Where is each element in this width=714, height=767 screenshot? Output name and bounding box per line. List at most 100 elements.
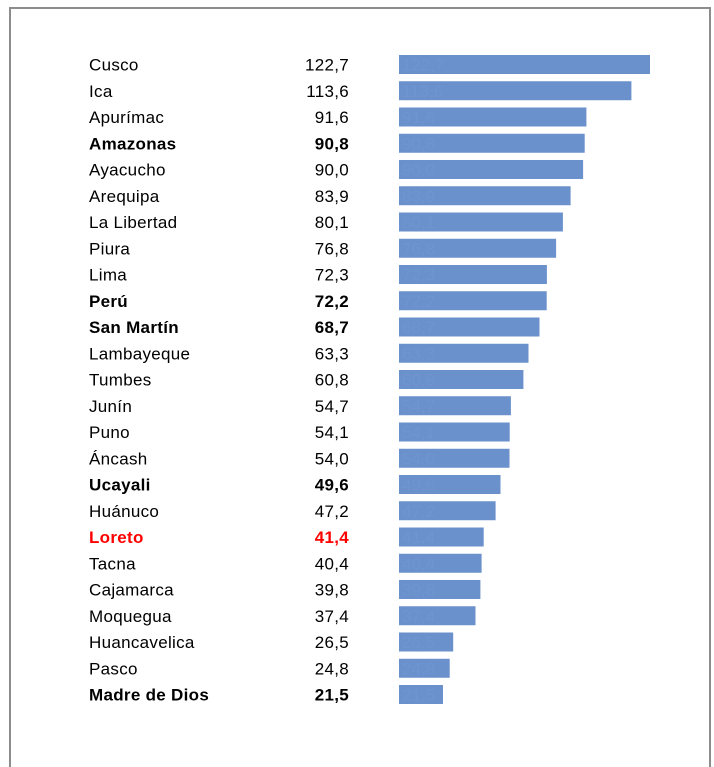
bar-data-label: 54,7: [402, 397, 435, 416]
category-label: Pasco: [89, 659, 138, 678]
value-label: 54,7: [315, 397, 349, 416]
chart-row: Madre de Dios 21,5 21,5: [89, 685, 443, 705]
bar-data-label: 72,3: [402, 266, 435, 285]
value-label: 80,1: [315, 213, 349, 232]
value-label: 54,1: [315, 423, 349, 442]
bar: [399, 370, 524, 389]
bar-data-label: 72,2: [402, 292, 435, 311]
value-label: 37,4: [315, 607, 349, 626]
bar-data-label: 80,1: [402, 213, 435, 232]
category-label: Tumbes: [89, 371, 152, 390]
bar: [399, 606, 476, 626]
bar-data-label: 40,4: [402, 554, 435, 573]
value-label: 83,9: [315, 187, 349, 206]
bar: [399, 553, 482, 573]
bar-data-label: 37,4: [402, 607, 435, 626]
value-label: 26,5: [315, 633, 349, 652]
bar: [399, 501, 496, 521]
value-label: 24,8: [315, 659, 349, 678]
chart-row: Áncash 54,0 54,0: [89, 448, 510, 468]
bar-data-label: 76,8: [402, 239, 435, 258]
chart-row: Junín 54,7 54,7: [89, 396, 511, 416]
category-label: La Libertad: [89, 213, 177, 232]
chart-row: Ayacucho 90,0 90,0: [89, 160, 584, 180]
value-label: 63,3: [315, 344, 349, 363]
category-label: Tacna: [89, 554, 136, 573]
value-label: 91,6: [315, 108, 349, 127]
value-label: 41,4: [315, 528, 350, 547]
bar: [399, 160, 584, 179]
category-label: Arequipa: [89, 187, 160, 206]
category-label: Piura: [89, 239, 130, 258]
bar-data-label: 113,6: [402, 82, 443, 101]
bar-data-label: 63,3: [402, 344, 435, 363]
chart-row: Ucayali 49,6 49,6: [89, 475, 501, 495]
value-label: 47,2: [315, 502, 349, 521]
bar-data-label: 68,7: [402, 318, 435, 337]
category-label: Áncash: [89, 449, 148, 468]
bar-data-label: 24,8: [402, 659, 435, 678]
value-label: 113,6: [306, 82, 349, 101]
bar-data-label: 83,9: [402, 187, 435, 206]
chart-row: Cusco 122,7 122,7: [89, 55, 650, 75]
chart-row: Huánuco 47,2 47,2: [89, 501, 496, 521]
chart-row: Puno 54,1 54,1: [89, 422, 510, 442]
bar: [399, 422, 510, 442]
bar: [399, 238, 557, 258]
chart-row: Pasco 24,8 24,8: [89, 658, 450, 678]
value-label: 72,3: [315, 266, 349, 285]
category-label: Huancavelica: [89, 633, 195, 652]
category-label: Apurímac: [89, 108, 164, 127]
category-label: Amazonas: [89, 134, 176, 153]
category-label: Puno: [89, 423, 130, 442]
category-label: Lima: [89, 266, 127, 285]
value-label: 76,8: [315, 239, 349, 258]
bar-data-label: 26,5: [402, 633, 435, 652]
chart-row: Piura 76,8 76,8: [89, 238, 557, 258]
chart-row: Perú 72,2 72,2: [89, 291, 547, 311]
value-label: 40,4: [315, 554, 349, 573]
bar: [399, 81, 632, 101]
category-label: Ucayali: [89, 476, 151, 495]
chart-row: Cajamarca 39,8 39,8: [89, 580, 481, 600]
bar-data-label: 49,6: [402, 476, 435, 495]
value-label: 72,2: [315, 292, 349, 311]
category-label: Huánuco: [89, 502, 159, 521]
value-label: 21,5: [315, 686, 349, 705]
bar: [399, 133, 585, 153]
value-label: 60,8: [315, 371, 349, 390]
bar-data-label: 39,8: [402, 581, 435, 600]
chart-row: Tacna 40,4 40,4: [89, 553, 482, 573]
value-label: 122,7: [305, 56, 349, 75]
bar: [399, 632, 454, 652]
bar: [399, 107, 587, 127]
bar: [399, 186, 571, 206]
chart-row: Huancavelica 26,5 26,5: [89, 632, 454, 652]
category-label: San Martín: [89, 318, 179, 337]
chart-row: Tumbes 60,8 60,8: [89, 370, 524, 390]
chart-row: Amazonas 90,8 90,8: [89, 133, 585, 153]
bar: [399, 527, 484, 547]
category-label: Ayacucho: [89, 161, 166, 180]
chart-row: Arequipa 83,9 83,9: [89, 186, 571, 206]
bar-data-label: 54,1: [402, 423, 435, 442]
category-label: Perú: [89, 292, 128, 311]
bar: [399, 580, 481, 599]
category-label: Cajamarca: [89, 581, 174, 600]
category-label: Moquegua: [89, 607, 172, 626]
bar-data-label: 90,0: [402, 161, 435, 180]
bar: [399, 475, 501, 494]
chart-row: La Libertad 80,1 80,1: [89, 212, 563, 232]
bar: [399, 396, 511, 416]
value-label: 90,8: [315, 134, 349, 153]
chart-row: Moquegua 37,4 37,4: [89, 606, 476, 626]
value-label: 90,0: [315, 161, 349, 180]
bar-data-label: 47,2: [402, 502, 435, 521]
bar-data-label: 54,0: [402, 449, 435, 468]
chart-row: Ica 113,6 113,6: [89, 81, 632, 101]
value-label: 54,0: [315, 449, 349, 468]
bar-data-label: 60,8: [402, 371, 435, 390]
category-label: Cusco: [89, 56, 139, 75]
bar: [399, 212, 563, 232]
